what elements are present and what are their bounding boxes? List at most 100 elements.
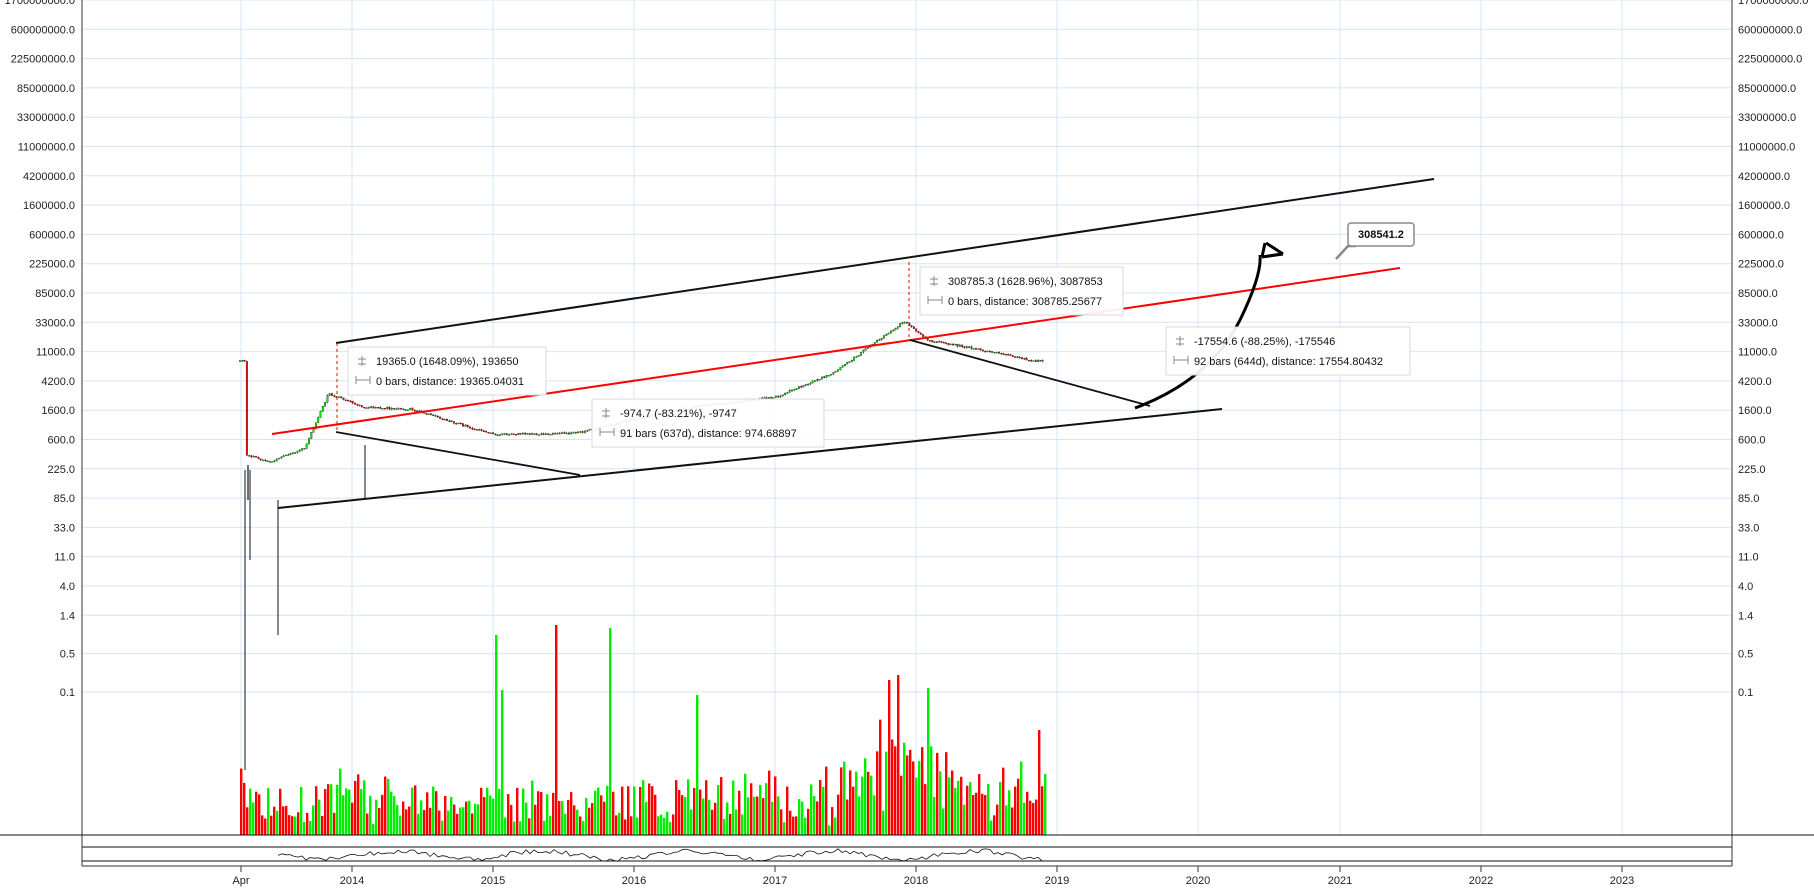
y-tick-label-left: 600000000.0 xyxy=(11,24,75,36)
volume-bar xyxy=(780,809,783,835)
volume-bar xyxy=(756,796,759,835)
measure-annotation[interactable]: 308785.3 (1628.96%), 3087853 0 bars, dist… xyxy=(919,266,1124,316)
measure-annotation[interactable]: -974.7 (-83.21%), -9747 91 bars (637d), d… xyxy=(591,398,825,448)
candle-body xyxy=(903,322,906,324)
candle-body xyxy=(547,433,550,435)
volume-bar xyxy=(384,776,387,835)
volume-bar xyxy=(294,816,297,835)
bar-range-icon xyxy=(1173,356,1189,364)
candle-body xyxy=(427,413,430,415)
volume-bar xyxy=(438,810,441,835)
measure-annotation[interactable]: -17554.6 (-88.25%), -175546 92 bars (644d… xyxy=(1165,326,1411,376)
downtrend-line xyxy=(909,339,1151,407)
volume-bar xyxy=(795,816,798,835)
candle-body xyxy=(271,461,274,463)
candle-body xyxy=(565,432,568,435)
price-range-icon xyxy=(930,276,938,286)
volume-bar xyxy=(564,813,567,835)
candle-body xyxy=(544,433,547,435)
y-tick-label-right: 225000.0 xyxy=(1738,259,1784,271)
volume-bar xyxy=(597,787,600,835)
candle-body xyxy=(264,459,267,462)
x-tick-label: 2023 xyxy=(1610,875,1634,887)
candle-body xyxy=(360,405,363,408)
candle-body xyxy=(436,415,439,418)
volume-bar xyxy=(708,799,711,835)
candle-body xyxy=(446,419,448,421)
candle-body xyxy=(459,422,462,425)
price-callout[interactable]: 308541.2 xyxy=(1335,222,1415,260)
volume-bar xyxy=(864,758,867,835)
candle-body xyxy=(1014,356,1017,358)
y-tick-label-left: 225000000.0 xyxy=(11,54,75,66)
volume-bar xyxy=(843,761,846,835)
y-tick-label-left: 4200000.0 xyxy=(23,171,75,183)
volume-bar xyxy=(297,812,300,835)
candle-body xyxy=(257,457,260,459)
volume-bar xyxy=(273,806,276,835)
candle-body xyxy=(432,414,435,416)
candle-body xyxy=(395,408,398,410)
volume-bar xyxy=(600,795,603,835)
volume-bar xyxy=(693,788,696,835)
x-tick-label: 2018 xyxy=(904,875,928,887)
volume-bar xyxy=(474,803,477,835)
candle-body xyxy=(917,331,920,334)
volume-bar xyxy=(924,784,927,835)
volume-bar xyxy=(1038,730,1041,835)
trendline-drawings[interactable] xyxy=(271,178,1435,509)
volume-bar xyxy=(867,771,870,835)
candle-body xyxy=(984,350,987,353)
candle-body xyxy=(1021,357,1023,359)
candle-body xyxy=(473,428,476,431)
volume-bar xyxy=(1005,805,1008,835)
volume-bar xyxy=(396,804,399,835)
candle-body xyxy=(372,406,375,409)
candle-body xyxy=(1027,359,1030,362)
volume-bar xyxy=(762,798,765,835)
volume-bar xyxy=(720,777,723,835)
measure-annotation[interactable]: 19365.0 (1648.09%), 193650 0 bars, distan… xyxy=(347,346,547,396)
x-tick-label: 2015 xyxy=(481,875,505,887)
candle-body xyxy=(563,432,566,434)
triangle-top-line xyxy=(335,431,581,476)
measure-annotations[interactable]: 19365.0 (1648.09%), 193650 0 bars, distan… xyxy=(347,222,1415,448)
annotation-box xyxy=(347,346,547,396)
volume-bar xyxy=(930,746,933,835)
candle-body xyxy=(243,360,246,362)
volume-bar xyxy=(1041,786,1044,835)
candle-body xyxy=(1004,354,1007,356)
volume-bar xyxy=(510,804,513,835)
volume-bar xyxy=(540,791,543,835)
volume-bar xyxy=(771,802,774,835)
candle-body xyxy=(512,433,515,435)
candle-body xyxy=(248,455,251,457)
candle-body xyxy=(956,343,959,347)
volume-bar xyxy=(807,808,810,835)
right-price-axis: 1700000000.0 600000000.0 225000000.0 850000… xyxy=(1738,0,1808,699)
volume-bar xyxy=(849,770,852,835)
candle-body xyxy=(321,406,324,412)
volume-bar xyxy=(786,786,789,835)
candle-body xyxy=(876,339,879,343)
volume-bar xyxy=(936,752,939,835)
volume-bar xyxy=(594,790,597,835)
volume-bar xyxy=(777,796,780,835)
annotation-line2: 0 bars, distance: 19365.04031 xyxy=(376,376,524,388)
volume-bar xyxy=(513,821,516,835)
bar-range-icon xyxy=(355,376,371,384)
candle-body xyxy=(255,456,258,458)
annotation-box xyxy=(919,266,1124,316)
candle-body xyxy=(1011,355,1014,357)
volume-bar xyxy=(576,809,579,835)
volume-bar xyxy=(738,790,741,835)
candle-body xyxy=(777,395,780,398)
candle-body xyxy=(540,433,543,435)
volume-bar xyxy=(858,796,861,835)
volume-bar xyxy=(339,768,342,835)
volume-bar xyxy=(942,808,945,835)
candle-body xyxy=(901,322,904,324)
candle-body xyxy=(804,384,807,386)
volume-bar xyxy=(855,771,858,835)
